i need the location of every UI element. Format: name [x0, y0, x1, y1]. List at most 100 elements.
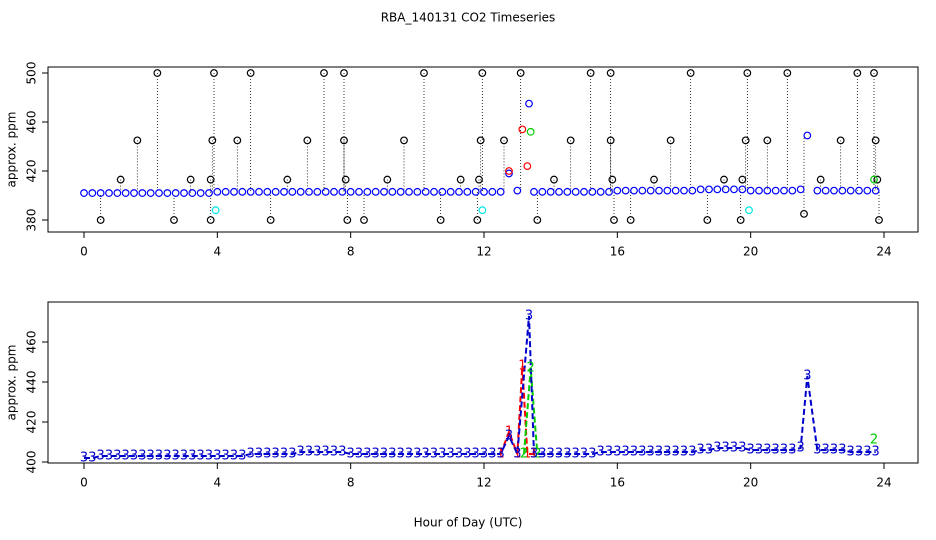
point-marker: 3	[772, 443, 780, 458]
point	[246, 187, 255, 196]
x-tick-label: 12	[476, 245, 491, 259]
point-marker: 3	[855, 445, 863, 460]
point	[238, 187, 247, 196]
point	[170, 216, 178, 224]
point	[741, 136, 750, 145]
point	[188, 189, 197, 197]
point-marker: 3	[497, 447, 505, 462]
point	[105, 189, 113, 197]
point	[208, 136, 217, 145]
point-marker: 3	[380, 447, 388, 462]
point	[530, 187, 538, 196]
point	[405, 187, 413, 196]
y-tick-label: 440	[25, 371, 39, 394]
point	[221, 187, 230, 196]
point	[525, 99, 533, 108]
point	[513, 186, 522, 195]
point	[746, 186, 755, 195]
point-marker: 3	[863, 445, 871, 460]
point	[330, 187, 338, 196]
point	[838, 186, 847, 195]
point	[400, 136, 408, 145]
point	[763, 186, 772, 195]
point	[320, 69, 328, 77]
point	[730, 185, 738, 194]
point	[526, 127, 535, 136]
point	[133, 136, 142, 145]
point	[206, 216, 215, 224]
point-marker: 3	[872, 445, 880, 460]
point-marker: 3	[213, 449, 221, 464]
point-marker: 3	[422, 447, 430, 462]
point-marker: 2	[527, 361, 535, 376]
point	[80, 189, 88, 197]
point	[340, 136, 348, 145]
point	[518, 125, 527, 134]
point	[388, 187, 397, 196]
point	[146, 189, 155, 197]
point	[211, 206, 220, 215]
point-marker: 3	[580, 447, 588, 462]
point	[610, 216, 618, 224]
point	[88, 189, 97, 197]
point	[821, 186, 830, 195]
point-marker: 3	[172, 449, 180, 464]
point	[280, 187, 288, 196]
point	[796, 185, 805, 194]
point	[153, 69, 162, 77]
point-marker: 3	[205, 449, 213, 464]
point	[473, 216, 482, 224]
point-marker: 3	[438, 447, 446, 462]
point	[363, 187, 372, 196]
y-tick-label: 400	[25, 451, 39, 474]
point	[121, 189, 130, 197]
point	[303, 136, 312, 145]
point	[650, 175, 658, 184]
point-marker: 3	[288, 447, 296, 462]
point	[163, 189, 172, 197]
point	[788, 186, 797, 195]
point	[340, 69, 348, 77]
plot-frame	[47, 66, 919, 233]
point	[263, 187, 272, 196]
point	[705, 185, 713, 194]
point-marker: 3	[113, 449, 121, 464]
point-marker: 3	[255, 447, 263, 462]
point	[288, 187, 297, 196]
point-marker: 3	[563, 447, 571, 462]
point-marker: 3	[413, 447, 421, 462]
series-line	[84, 315, 876, 459]
point	[488, 187, 497, 196]
point	[480, 187, 488, 196]
point	[580, 187, 588, 196]
point-marker: 3	[797, 441, 805, 456]
point-marker: 3	[572, 447, 580, 462]
x-tick-label: 20	[743, 245, 758, 259]
point	[680, 186, 688, 195]
point-marker: 3	[680, 445, 688, 460]
point	[500, 136, 508, 145]
point	[478, 69, 487, 77]
point	[853, 69, 862, 77]
point	[180, 189, 188, 197]
point	[96, 216, 105, 224]
point	[113, 189, 122, 197]
x-tick-label: 12	[476, 476, 491, 490]
point	[846, 186, 855, 195]
point-marker: 3	[525, 309, 533, 324]
point-marker: 3	[588, 447, 596, 462]
point-marker: 2	[520, 447, 528, 462]
point	[246, 69, 255, 77]
point-marker: 3	[713, 441, 721, 456]
point	[371, 187, 380, 196]
point	[563, 187, 572, 196]
point	[116, 175, 125, 184]
point-marker: 3	[313, 445, 321, 460]
point	[496, 187, 505, 196]
x-tick-label: 4	[214, 476, 222, 490]
point	[696, 185, 705, 194]
point	[720, 175, 728, 184]
point	[210, 69, 218, 77]
point-marker: 3	[488, 447, 496, 462]
